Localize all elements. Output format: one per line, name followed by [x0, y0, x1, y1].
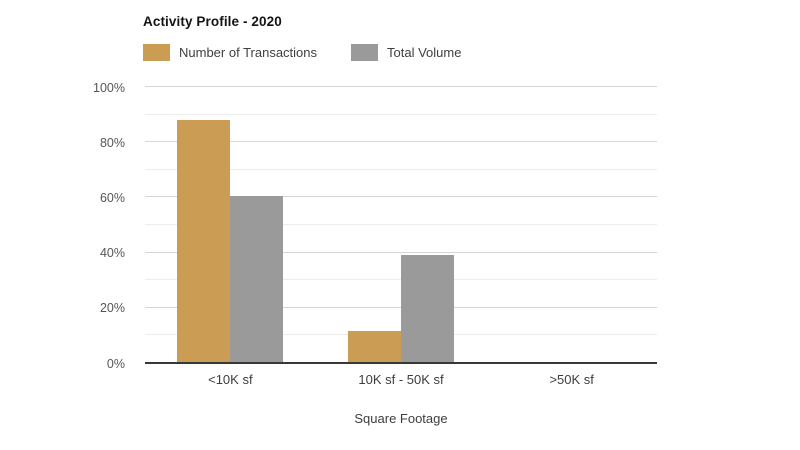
y-axis-tick-label: 100% — [93, 80, 125, 95]
legend-item-number-of-transactions[interactable]: Number of Transactions — [143, 44, 317, 61]
x-axis-category-label: 10K sf - 50K sf — [358, 372, 444, 387]
legend-label: Total Volume — [387, 45, 462, 60]
y-axis-tick-label: 60% — [99, 190, 125, 205]
gridline-major — [145, 86, 657, 87]
legend-swatch-icon — [351, 44, 379, 61]
bar-number-of-transactions — [347, 331, 401, 363]
x-axis-title: Square Footage — [354, 411, 448, 426]
legend-item-total-volume[interactable]: Total Volume — [351, 44, 461, 61]
gridline-minor — [145, 168, 657, 170]
bar-total-volume — [400, 255, 454, 363]
y-axis-tick-label: 80% — [99, 135, 125, 150]
gridline-minor — [145, 113, 657, 115]
x-axis-category-label: >50K sf — [549, 372, 594, 387]
gridline-major — [145, 196, 657, 198]
y-axis-tick-label: 0% — [106, 356, 125, 371]
bar-total-volume — [230, 196, 284, 363]
gridline-minor — [145, 224, 657, 225]
plot-area — [145, 86, 657, 363]
bar-group-50k-sf — [486, 87, 657, 363]
bar-group-10k-sf — [145, 87, 316, 363]
bar-groups — [145, 87, 657, 363]
bar-number-of-transactions — [177, 120, 231, 363]
x-axis-category-label: <10K sf — [208, 372, 253, 387]
gridline-major — [145, 251, 657, 253]
y-axis: 0% 20% 40% 60% 80% 100% — [85, 81, 135, 371]
x-axis-categories: <10K sf 10K sf - 50K sf >50K sf — [145, 372, 657, 387]
legend-swatch-icon — [143, 44, 170, 61]
x-axis-baseline — [145, 362, 657, 364]
gridline-major — [145, 141, 657, 143]
chart-title: Activity Profile - 2020 — [143, 14, 282, 29]
bar-group-10k-sf-50k-sf — [316, 87, 487, 363]
y-axis-tick-label: 20% — [99, 301, 125, 316]
chart-legend: Number of Transactions Total Volume — [143, 44, 461, 61]
legend-label: Number of Transactions — [179, 45, 318, 60]
y-axis-tick-label: 40% — [99, 246, 125, 261]
